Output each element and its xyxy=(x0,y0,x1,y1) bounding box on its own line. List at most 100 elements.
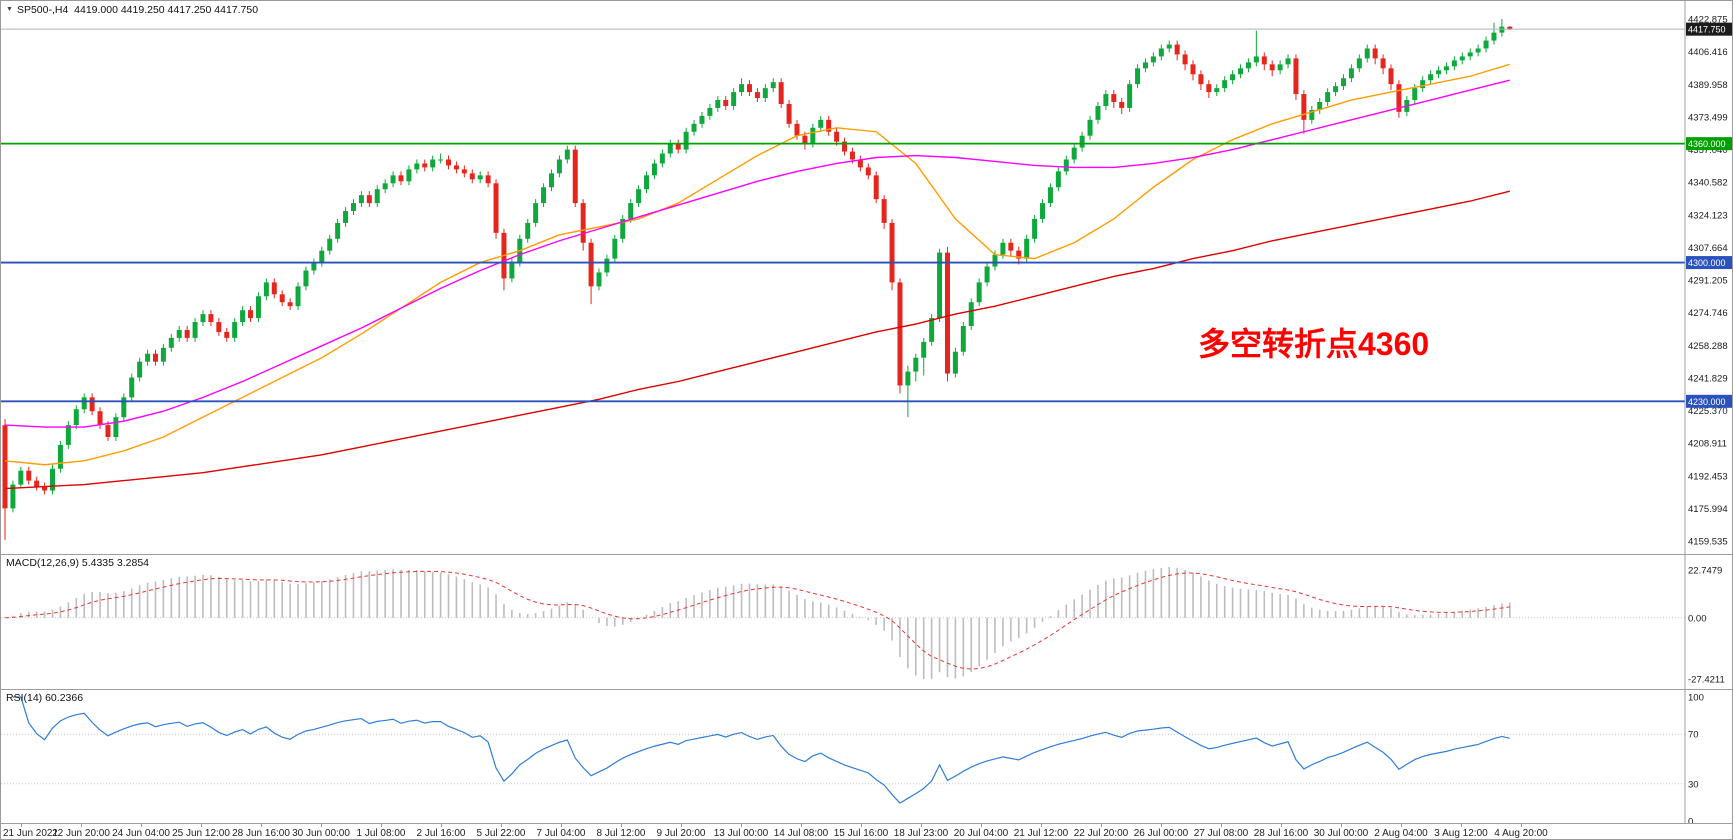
time-label: 4 Aug 20:00 xyxy=(1494,828,1548,839)
time-label: 25 Jun 12:00 xyxy=(172,828,230,839)
time-tick xyxy=(441,824,442,827)
time-label: 22 Jun 20:00 xyxy=(52,828,110,839)
time-tick xyxy=(621,824,622,827)
svg-text:4307.664: 4307.664 xyxy=(1688,243,1728,254)
current-price-tag: 4417.750 xyxy=(1686,22,1732,36)
time-label: 3 Aug 12:00 xyxy=(1434,828,1488,839)
time-label: 27 Jul 08:00 xyxy=(1193,828,1249,839)
time-label: 21 Jul 12:00 xyxy=(1013,828,1069,839)
svg-text:4291.205: 4291.205 xyxy=(1688,276,1728,287)
time-tick xyxy=(861,824,862,827)
time-tick xyxy=(321,824,322,827)
ma-mid-magenta xyxy=(4,79,1510,428)
time-label: 2 Aug 04:00 xyxy=(1374,828,1428,839)
time-label: 18 Jul 23:00 xyxy=(893,828,949,839)
annotation-text: 多空转折点4360 xyxy=(1198,326,1430,362)
time-label: 22 Jul 20:00 xyxy=(1073,828,1129,839)
time-tick xyxy=(81,824,82,827)
price-tag-4360: 4360.000 xyxy=(1686,137,1732,151)
svg-text:4159.535: 4159.535 xyxy=(1688,537,1728,548)
time-tick xyxy=(261,824,262,827)
time-label: 28 Jul 16:00 xyxy=(1253,828,1309,839)
svg-text:4357.040: 4357.040 xyxy=(1688,145,1728,156)
time-tick xyxy=(1041,824,1042,827)
ohlc-header-text: SP500-,H4 4419.000 4419.250 4417.250 441… xyxy=(16,4,259,16)
time-tick xyxy=(741,824,742,827)
svg-text:4225.370: 4225.370 xyxy=(1688,406,1728,417)
price-tag-4300: 4300.000 xyxy=(1686,256,1732,270)
svg-text:100: 100 xyxy=(1688,693,1704,704)
svg-text:4258.288: 4258.288 xyxy=(1688,341,1728,352)
svg-text:4406.416: 4406.416 xyxy=(1688,47,1728,58)
time-label: 2 Jul 16:00 xyxy=(416,828,466,839)
svg-text:4340.582: 4340.582 xyxy=(1688,178,1728,189)
macd-signal-line xyxy=(4,570,1510,670)
svg-text:30: 30 xyxy=(1688,779,1699,790)
svg-text:4274.746: 4274.746 xyxy=(1688,308,1728,319)
time-label: 13 Jul 00:00 xyxy=(713,828,769,839)
time-label: 30 Jul 00:00 xyxy=(1313,828,1369,839)
price-tag-4230: 4230.000 xyxy=(1686,394,1732,408)
time-tick xyxy=(501,824,502,827)
candles-layer xyxy=(2,18,1513,541)
svg-text:4360.000: 4360.000 xyxy=(1688,139,1726,149)
svg-text:0.00: 0.00 xyxy=(1688,613,1707,624)
svg-text:4192.453: 4192.453 xyxy=(1688,471,1728,482)
time-tick xyxy=(801,824,802,827)
collapse-arrow-icon[interactable]: ▼ xyxy=(6,6,13,13)
time-tick xyxy=(981,824,982,827)
main-chart-canvas[interactable]: 4422.875 4406.416 4389.958 4373.499 4357.040… xyxy=(1,1,1733,554)
time-label: 9 Jul 20:00 xyxy=(656,828,706,839)
time-label: 5 Jul 22:00 xyxy=(476,828,526,839)
time-tick xyxy=(1161,824,1162,827)
price-axis-labels: 4422.875 4406.416 4389.958 4373.499 4357.040… xyxy=(1688,15,1728,548)
svg-text:-27.4211: -27.4211 xyxy=(1688,675,1725,686)
time-tick xyxy=(381,824,382,827)
svg-text:70: 70 xyxy=(1688,730,1699,741)
ma-fast-orange xyxy=(4,63,1511,466)
svg-text:4175.994: 4175.994 xyxy=(1688,504,1728,515)
time-tick xyxy=(681,824,682,827)
time-tick xyxy=(1521,824,1522,827)
time-tick xyxy=(1101,824,1102,827)
svg-text:22.7479: 22.7479 xyxy=(1688,565,1722,576)
time-label: 7 Jul 04:00 xyxy=(536,828,586,839)
rsi-indicator-label: RSI(14) 60.2366 xyxy=(6,692,84,704)
time-axis[interactable]: 21 Jun 2021 22 Jun 20:00 24 Jun 04:00 25 Ju… xyxy=(1,823,1732,839)
svg-text:4230.000: 4230.000 xyxy=(1688,397,1726,407)
svg-text:4389.958: 4389.958 xyxy=(1688,80,1728,91)
time-label: 21 Jun 2021 xyxy=(3,828,59,839)
time-tick xyxy=(1221,824,1222,827)
rsi-panel-canvas[interactable]: 100 70 30 0 xyxy=(1,689,1733,823)
time-tick xyxy=(21,824,22,827)
rsi-line xyxy=(12,696,1510,804)
svg-text:4373.499: 4373.499 xyxy=(1688,112,1728,123)
svg-text:4208.911: 4208.911 xyxy=(1688,439,1727,450)
svg-text:4417.750: 4417.750 xyxy=(1688,25,1726,35)
time-label: 20 Jul 04:00 xyxy=(953,828,1009,839)
svg-text:0: 0 xyxy=(1688,817,1693,824)
svg-text:4324.123: 4324.123 xyxy=(1688,210,1728,221)
time-tick xyxy=(1461,824,1462,827)
time-label: 1 Jul 08:00 xyxy=(356,828,406,839)
svg-text:4422.875: 4422.875 xyxy=(1688,15,1728,26)
macd-indicator-label: MACD(12,26,9) 5.4335 3.2854 xyxy=(6,557,150,569)
time-tick xyxy=(201,824,202,827)
time-tick xyxy=(561,824,562,827)
time-tick xyxy=(1401,824,1402,827)
time-label: 14 Jul 08:00 xyxy=(773,828,829,839)
svg-text:4241.829: 4241.829 xyxy=(1688,373,1728,384)
svg-text:4300.000: 4300.000 xyxy=(1688,258,1726,268)
time-tick xyxy=(921,824,922,827)
time-label: 8 Jul 12:00 xyxy=(596,828,646,839)
time-label: 30 Jun 00:00 xyxy=(292,828,350,839)
macd-histogram xyxy=(12,567,1511,680)
macd-panel-canvas[interactable]: 22.7479 0.00 -27.4211 xyxy=(1,554,1733,689)
time-label: 24 Jun 04:00 xyxy=(112,828,170,839)
time-label: 26 Jul 00:00 xyxy=(1133,828,1189,839)
time-label: 28 Jun 16:00 xyxy=(232,828,290,839)
time-tick xyxy=(1281,824,1282,827)
time-label: 15 Jul 16:00 xyxy=(833,828,889,839)
ma-slow-red xyxy=(4,190,1510,490)
time-tick xyxy=(1341,824,1342,827)
